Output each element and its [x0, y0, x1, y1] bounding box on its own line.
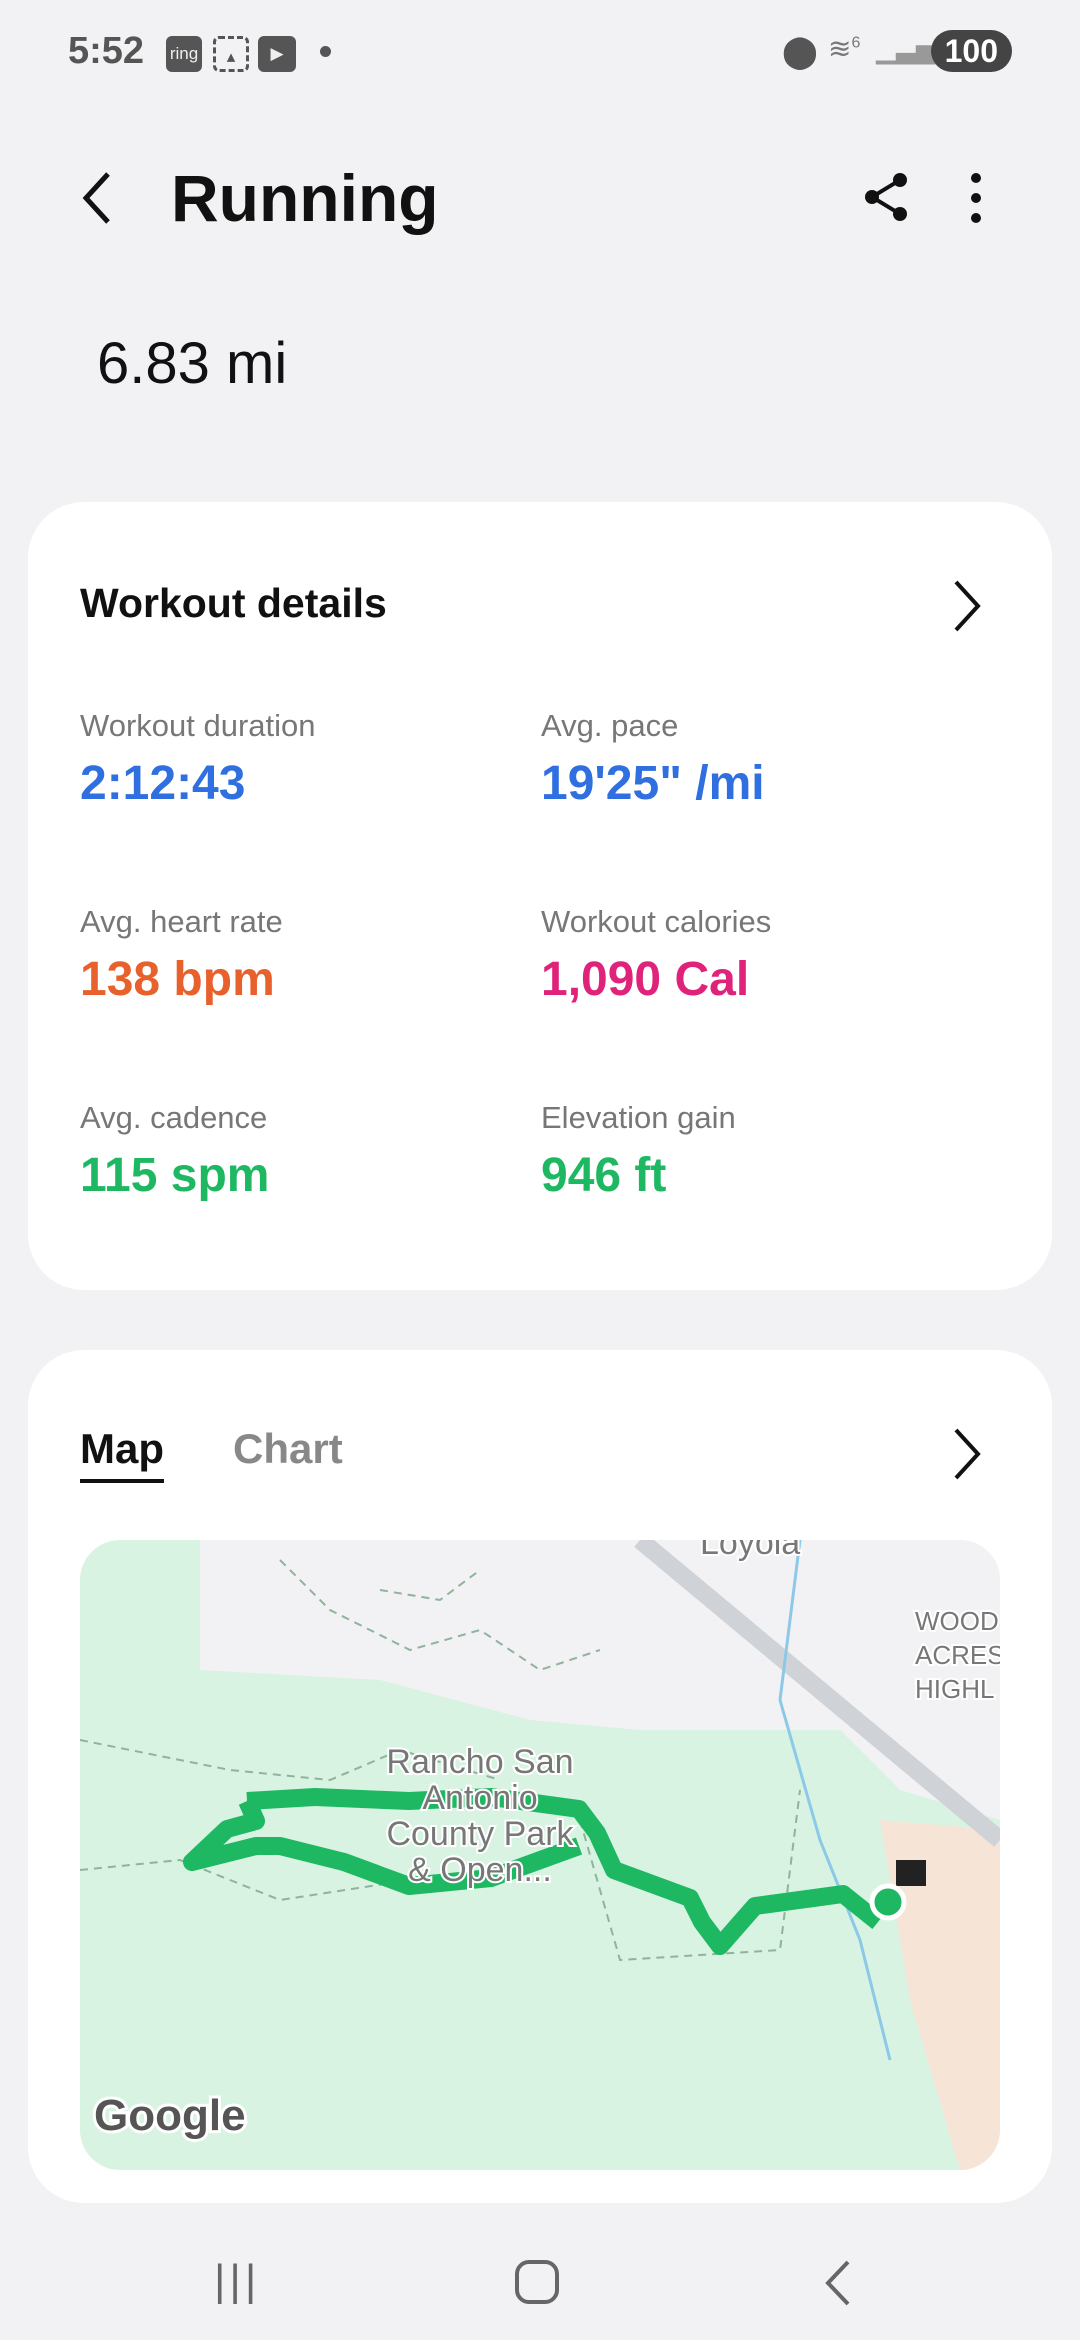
metric-item: Elevation gain 946 ft: [541, 1100, 736, 1203]
more-options-icon[interactable]: [968, 172, 984, 224]
park-label-1: Rancho San: [386, 1743, 573, 1781]
share-icon[interactable]: [862, 172, 910, 222]
metric-label: Avg. cadence: [80, 1100, 268, 1135]
metric-label: Workout duration: [80, 708, 316, 743]
location-icon: ⬤: [782, 33, 818, 69]
park-label-4: & Open...: [408, 1851, 552, 1889]
start-point-icon: [869, 1883, 907, 1921]
battery-indicator: 100: [930, 30, 1012, 72]
google-attribution: Google: [94, 2091, 246, 2140]
metric-label: Avg. pace: [541, 708, 679, 743]
back-nav-button[interactable]: [822, 2258, 852, 2308]
metric-value: 115 spm: [80, 1149, 270, 1202]
route-line-return: [183, 1797, 583, 1895]
youtube-icon: ▶: [258, 36, 296, 72]
place-label-wood-1: WOOD: [915, 1606, 999, 1636]
metric-label: Avg. heart rate: [80, 904, 283, 939]
chevron-right-icon[interactable]: [952, 578, 982, 634]
signal-icon: ▁▃▅: [876, 34, 936, 64]
trails: [80, 1559, 801, 1962]
workout-details-card[interactable]: Workout details Workout duration 2:12:43 A…: [28, 502, 1052, 1290]
chevron-right-icon[interactable]: [952, 1426, 982, 1482]
park-label-3: County Park: [386, 1815, 574, 1853]
workout-details-title: Workout details: [80, 580, 387, 626]
map-card: Map Chart Rancho San Antonio County Park…: [28, 1350, 1052, 2203]
metric-value: 19'25" /mi: [541, 757, 765, 810]
creek: [778, 1540, 892, 2061]
metric-value: 2:12:43: [80, 757, 246, 810]
tab-chart[interactable]: Chart: [233, 1425, 343, 1472]
ring-app-icon: ring: [166, 36, 202, 72]
notification-dot-icon: [320, 46, 331, 57]
place-label-wood-3: HIGHL: [915, 1674, 994, 1704]
status-bar: 5:52 ring ▴ ▶ ⬤ ≋6 ▁▃▅ 100: [0, 28, 1080, 76]
wifi-icon: ≋6: [828, 33, 861, 64]
metric-value: 946 ft: [541, 1149, 667, 1202]
metric-item: Avg. heart rate 138 bpm: [80, 904, 283, 1007]
status-time: 5:52: [68, 30, 145, 72]
metric-item: Workout duration 2:12:43: [80, 708, 316, 811]
finish-flag-icon: [896, 1860, 926, 1886]
metric-item: Avg. cadence 115 spm: [80, 1100, 269, 1203]
home-button[interactable]: [515, 2260, 559, 2304]
metric-item: Avg. pace 19'25" /mi: [541, 708, 765, 811]
place-label-loyola: Loyola: [700, 1540, 800, 1562]
recent-apps-button[interactable]: |||: [214, 2256, 261, 2305]
park-label-2: Antonio: [422, 1779, 537, 1817]
metric-value: 1,090 Cal: [541, 953, 750, 1006]
metric-label: Workout calories: [541, 904, 772, 939]
metric-value: 138 bpm: [80, 953, 275, 1006]
metric-label: Elevation gain: [541, 1100, 736, 1135]
back-icon[interactable]: [78, 170, 118, 226]
route-line: [246, 1788, 884, 1955]
battery-level: 100: [944, 33, 998, 69]
highway: [634, 1540, 1000, 1847]
screenshot-icon: ▴: [213, 36, 249, 72]
urban-area: [200, 1540, 840, 1730]
metric-item: Workout calories 1,090 Cal: [541, 904, 771, 1007]
tab-map[interactable]: Map: [80, 1425, 164, 1483]
developed-area: [880, 1820, 1000, 2170]
tab-map-label: Map: [80, 1425, 164, 1472]
navigation-bar: |||: [0, 2220, 1080, 2340]
place-label-wood-2: ACRES: [915, 1640, 1000, 1670]
total-distance: 6.83 mi: [97, 331, 288, 396]
page-title: Running: [171, 161, 439, 235]
route-map[interactable]: Rancho San Antonio County Park & Open...…: [80, 1540, 1000, 2170]
